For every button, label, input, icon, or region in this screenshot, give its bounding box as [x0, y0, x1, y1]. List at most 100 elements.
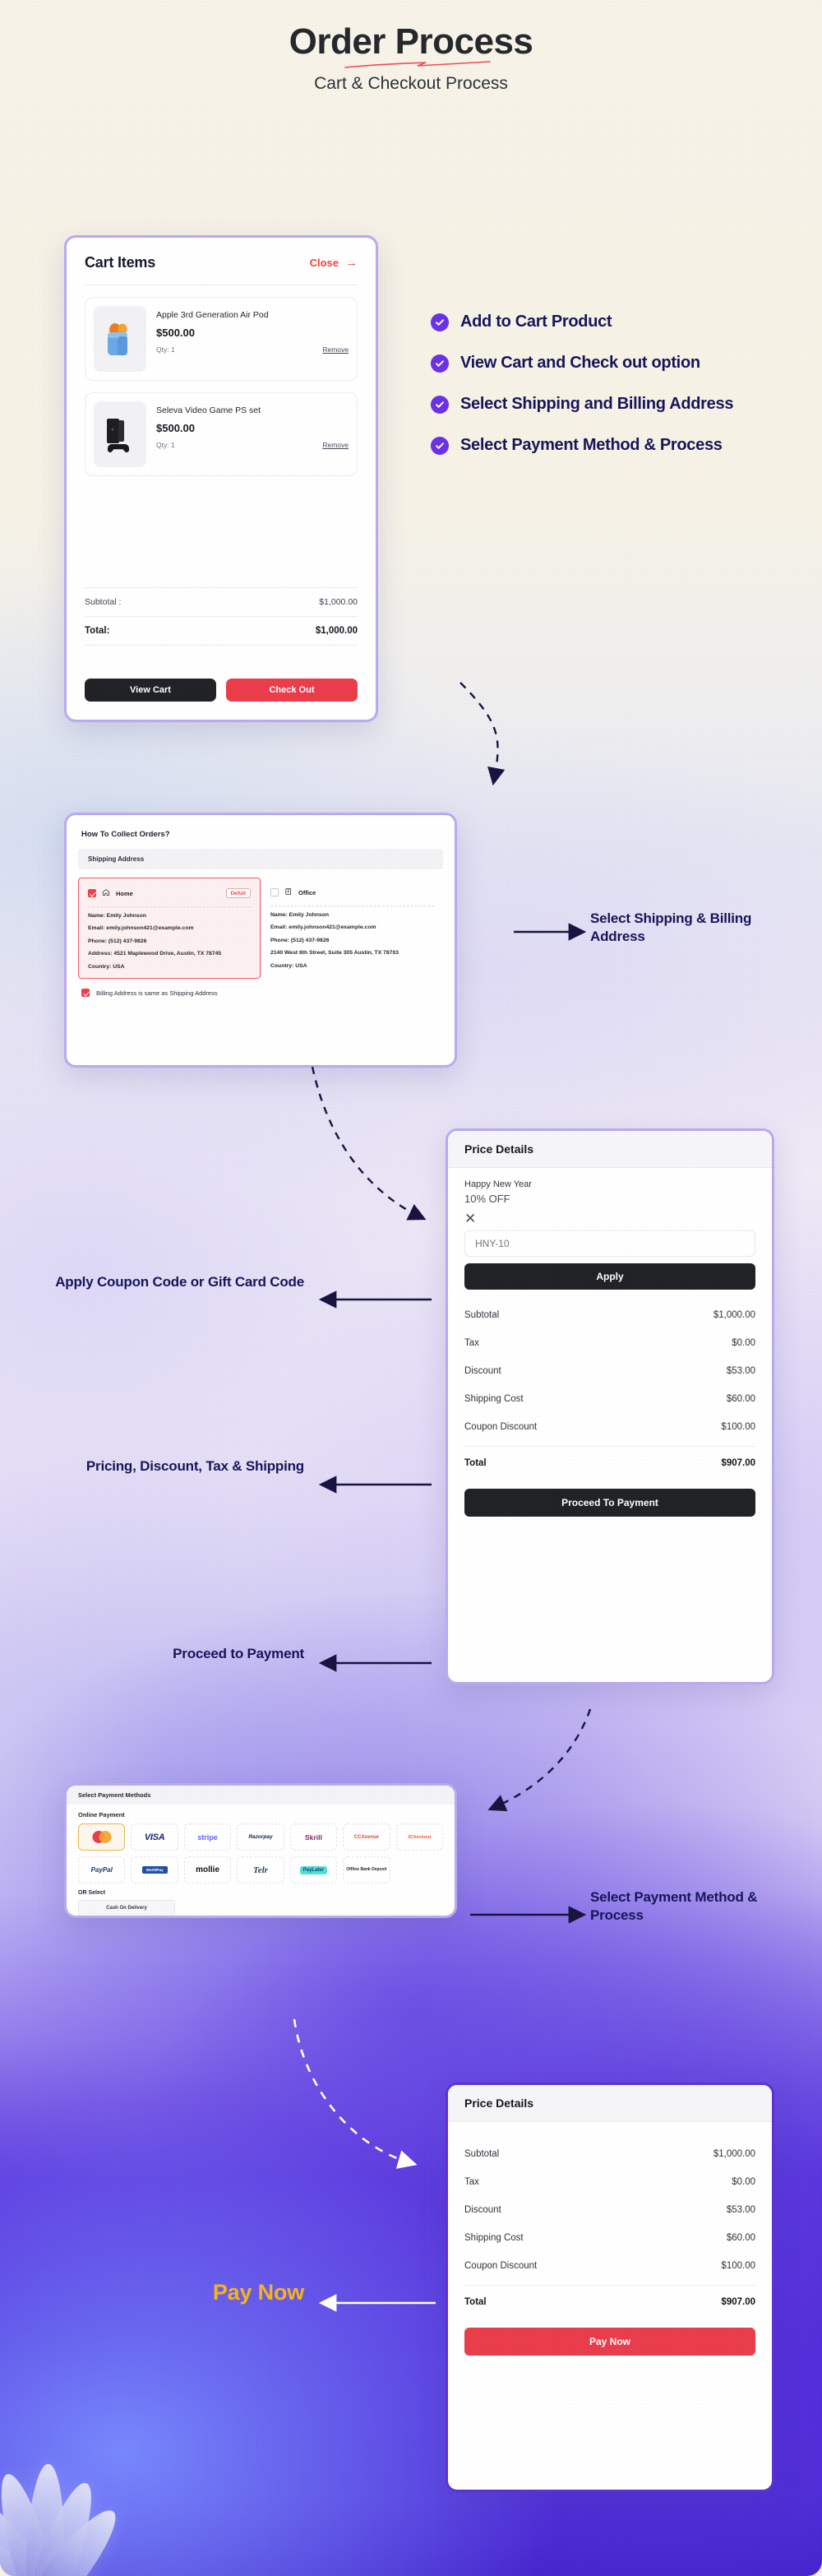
cart-item-remove-link[interactable]: Remove: [322, 441, 349, 450]
proceed-to-payment-button[interactable]: Proceed To Payment: [464, 1489, 755, 1517]
arrow-right-icon: →: [345, 256, 358, 270]
payment-method-2checkout[interactable]: 2Checkout: [395, 1823, 443, 1851]
final-price-body: Subtotal $1,000.00 Tax $0.00 Discount $5…: [448, 2122, 772, 2370]
payment-method-ccavenue[interactable]: CCAvenue: [343, 1823, 390, 1851]
cart-item-info: Seleva Video Game PS set $500.00 Qty: 1 …: [156, 401, 349, 467]
list-item: View Cart and Check out option: [431, 352, 792, 373]
price-total-row: Total $907.00: [464, 1446, 755, 1477]
coupon-code-input[interactable]: [464, 1230, 755, 1257]
payment-method-visa[interactable]: VISA: [131, 1823, 178, 1851]
airpods-icon: [108, 323, 127, 355]
twocheckout-icon: 2Checkout: [408, 1834, 432, 1840]
address-line: Phone: (512) 437-9826: [88, 938, 147, 944]
playstation-icon: [107, 419, 129, 452]
payment-method-mastercard[interactable]: [78, 1823, 126, 1851]
cart-header: Cart Items Close →: [67, 238, 376, 271]
apply-coupon-button[interactable]: Apply: [464, 1263, 755, 1290]
page-subtitle: Cart & Checkout Process: [314, 74, 508, 93]
bullet-label: Select Payment Method & Process: [460, 436, 723, 454]
annotation-coupon-text: Apply Coupon Code or Gift Card Code: [55, 1274, 304, 1290]
payment-method-mollie[interactable]: mollie: [183, 1856, 232, 1883]
address-option-office[interactable]: Office Name: Emily Johnson Email: emily.…: [261, 878, 443, 980]
check-out-button[interactable]: Check Out: [226, 679, 358, 702]
home-icon: [102, 886, 110, 901]
cart-close-button[interactable]: Close →: [310, 256, 358, 270]
cart-item-row[interactable]: Seleva Video Game PS set $500.00 Qty: 1 …: [85, 392, 358, 476]
price-row-value: $1,000.00: [713, 1310, 755, 1320]
price-row-label: Shipping Cost: [464, 1394, 524, 1404]
payment-methods-header: Select Payment Methods: [67, 1786, 455, 1805]
payment-method-skrill[interactable]: Skrill: [289, 1823, 338, 1851]
price-row-label: Discount: [464, 2205, 501, 2215]
cart-item-remove-link[interactable]: Remove: [322, 345, 349, 354]
price-row-label: Subtotal: [464, 2149, 500, 2159]
price-row: Subtotal $1,000.00: [464, 2140, 755, 2168]
address-checkbox[interactable]: [270, 888, 279, 897]
cart-item-name: Apple 3rd Generation Air Pod: [156, 310, 269, 320]
cart-totals: Subtotal : $1,000.00 Total: $1,000.00: [85, 587, 358, 646]
billing-same-checkbox[interactable]: [81, 989, 90, 998]
price-row: Shipping Cost $60.00: [464, 2224, 755, 2252]
address-line: Country: USA: [88, 963, 125, 970]
telr-icon: Telr: [253, 1865, 268, 1875]
payment-method-worldpay[interactable]: WorldPay: [131, 1856, 178, 1883]
title-underline-icon: [344, 61, 491, 68]
final-price-rows: Subtotal $1,000.00 Tax $0.00 Discount $5…: [464, 2140, 755, 2316]
product-thumbnail: [94, 306, 146, 372]
bullet-label: View Cart and Check out option: [460, 354, 700, 372]
address-checkbox[interactable]: [88, 889, 96, 897]
payment-method-offline-bank-deposit[interactable]: Offline Bank Deposit: [343, 1856, 390, 1883]
annotation-coupon: Apply Coupon Code or Gift Card Code: [49, 1273, 304, 1291]
view-cart-button[interactable]: View Cart: [85, 679, 216, 702]
payment-method-telr[interactable]: Telr: [237, 1856, 284, 1883]
price-row-value: $53.00: [726, 2205, 755, 2215]
billing-same-label: Billing Address is same as Shipping Addr…: [96, 989, 218, 997]
payment-method-stripe[interactable]: stripe: [183, 1823, 232, 1851]
close-icon[interactable]: ✕: [464, 1211, 477, 1226]
annotation-pricing-text: Pricing, Discount, Tax & Shipping: [85, 1458, 304, 1474]
cart-item-info: Apple 3rd Generation Air Pod $500.00 Qty…: [156, 306, 349, 372]
cash-on-delivery-option[interactable]: Cash On Delivery: [78, 1900, 175, 1916]
annotation-shipping-text: Select Shipping & Billing Address: [590, 910, 752, 945]
price-row: Shipping Cost $60.00: [464, 1385, 755, 1413]
price-row-label: Discount: [464, 1366, 501, 1376]
shipping-address-card: How To Collect Orders? Shipping Address …: [64, 813, 457, 1068]
cart-title: Cart Items: [85, 254, 156, 271]
cart-item-footer: Qty: 1 Remove: [156, 345, 349, 354]
shipping-address-section-label: Shipping Address: [78, 849, 443, 869]
price-row-label: Coupon Discount: [464, 2261, 538, 2271]
list-item: Add to Cart Product: [431, 311, 792, 332]
cart-items-card: Cart Items Close → Apple 3rd Generation …: [64, 235, 378, 722]
payment-method-paypal[interactable]: PayPal: [78, 1856, 126, 1883]
ccavenue-icon: CCAvenue: [353, 1834, 379, 1840]
billing-same-row[interactable]: Billing Address is same as Shipping Addr…: [81, 989, 440, 998]
default-badge: Defult: [225, 888, 251, 898]
address-columns: Home Defult Name: Emily Johnson Email: e…: [78, 878, 443, 980]
address-option-home[interactable]: Home Defult Name: Emily Johnson Email: e…: [78, 878, 261, 980]
price-row: Discount $53.00: [464, 2196, 755, 2224]
check-circle-icon: [431, 396, 449, 414]
annotation-proceed: Proceed to Payment: [49, 1645, 304, 1663]
price-details-header: Price Details: [448, 1131, 772, 1168]
price-row-label: Subtotal: [464, 1310, 500, 1320]
price-row-value: $0.00: [732, 1338, 755, 1348]
cart-total-value: $1,000.00: [315, 626, 358, 636]
cart-subtotal-label: Subtotal :: [85, 597, 122, 607]
price-details-title: Price Details: [464, 1142, 534, 1156]
price-row-value: $100.00: [721, 1422, 755, 1432]
arrow-payment-to-final: [293, 2018, 418, 2169]
price-row-label: Tax: [464, 1338, 479, 1348]
payment-method-razorpay[interactable]: Razorpay: [237, 1823, 284, 1851]
payment-methods-grid: VISA stripe Razorpay Skrill CCAvenue 2Ch…: [67, 1818, 455, 1883]
arrow-price-to-payment: [487, 1708, 592, 1812]
payment-method-paylater[interactable]: PayLater: [289, 1856, 338, 1883]
cart-item-row[interactable]: Apple 3rd Generation Air Pod $500.00 Qty…: [85, 297, 358, 381]
final-price-details-card: Price Details Subtotal $1,000.00 Tax $0.…: [446, 2083, 774, 2492]
skrill-icon: Skrill: [305, 1832, 322, 1842]
online-payment-label: Online Payment: [78, 1811, 125, 1818]
address-line: Name: Emily Johnson: [270, 912, 330, 918]
cart-total-label: Total:: [85, 626, 110, 636]
address-line: Email: emily.johnson421@example.com: [270, 924, 376, 931]
price-row-value: $53.00: [726, 1366, 755, 1376]
pay-now-button[interactable]: Pay Now: [464, 2328, 755, 2356]
